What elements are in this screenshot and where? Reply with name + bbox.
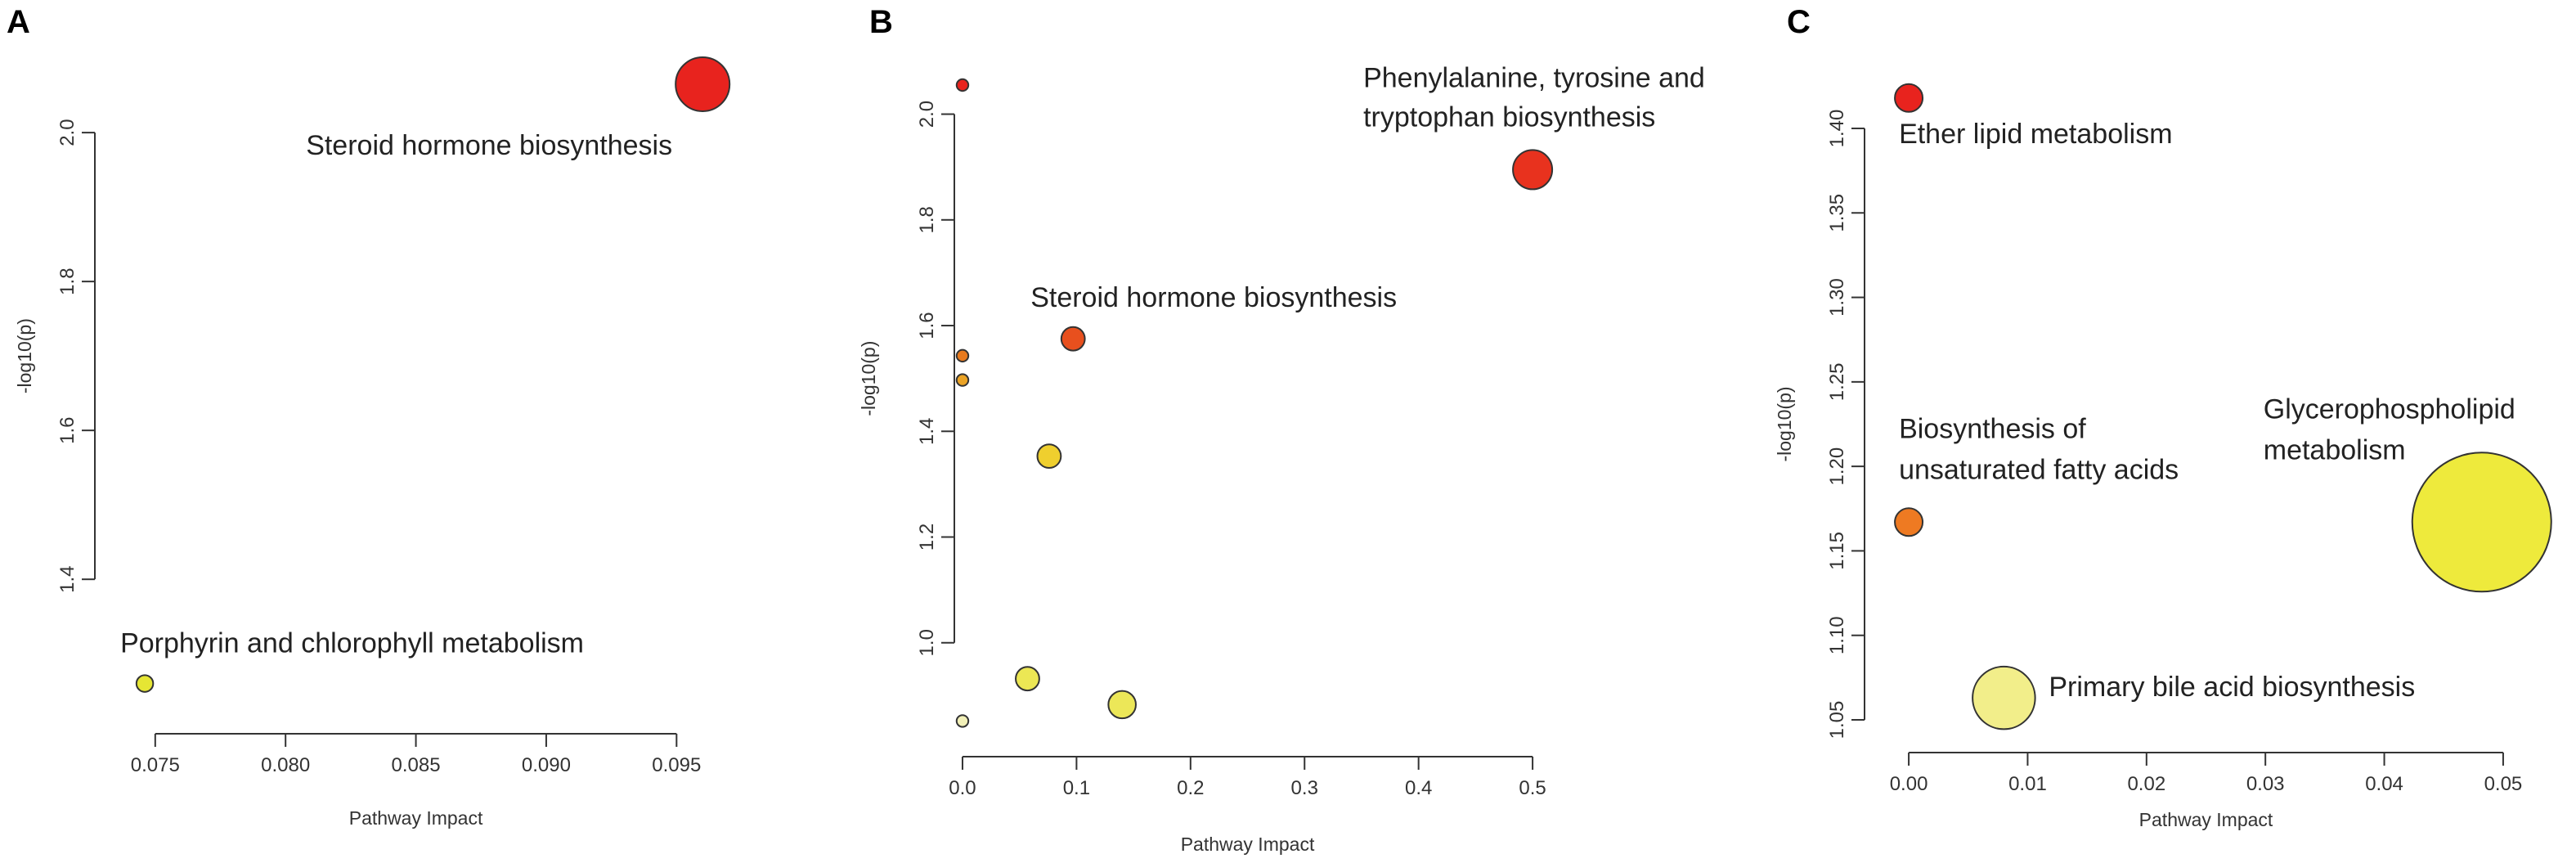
point-label: Ether lipid metabolism xyxy=(1899,119,2172,150)
y-tick-label: 1.25 xyxy=(1826,362,1848,401)
x-tick-label: 0.095 xyxy=(652,754,701,776)
y-tick-label: 2.0 xyxy=(56,119,79,146)
y-tick-label: 1.4 xyxy=(56,565,79,592)
x-tick-label: 0.2 xyxy=(1177,777,1204,799)
y-tick-label: 1.4 xyxy=(916,418,938,445)
data-point xyxy=(1036,443,1062,470)
point-label: tryptophan biosynthesis xyxy=(1363,101,1655,133)
point-label: metabolism xyxy=(2264,434,2406,465)
x-tick-label: 0.03 xyxy=(2246,773,2285,795)
x-tick-label: 0.02 xyxy=(2127,773,2165,795)
y-tick-label: 1.30 xyxy=(1826,278,1848,317)
data-point xyxy=(1894,83,1924,113)
y-tick-label: 1.15 xyxy=(1826,532,1848,570)
y-axis-title: -log10(p) xyxy=(14,318,35,393)
point-label: Glycerophospholipid xyxy=(2264,393,2515,425)
panel-label: C xyxy=(1787,4,1811,40)
x-axis-title: Pathway Impact xyxy=(1181,834,1315,855)
panel-c: C 1.05 1.10 1.15 1.20 1.25 1.30 1.35 1.40 0.00 0.0… xyxy=(1774,4,2552,830)
data-point xyxy=(135,674,155,693)
point-label: Steroid hormone biosynthesis xyxy=(1030,282,1397,313)
x-tick-label: 0.5 xyxy=(1519,777,1546,799)
x-tick-label: 0.0 xyxy=(949,777,976,799)
point-label: Porphyrin and chlorophyll metabolism xyxy=(120,628,584,659)
data-point xyxy=(1015,666,1040,692)
x-axis-title: Pathway Impact xyxy=(2139,809,2273,830)
data-point xyxy=(955,348,970,363)
point-label: Phenylalanine, tyrosine and xyxy=(1363,62,1705,93)
x-tick-label: 0.075 xyxy=(131,754,180,776)
x-tick-label: 0.085 xyxy=(392,754,441,776)
x-tick-label: 0.090 xyxy=(522,754,571,776)
point-label: Steroid hormone biosynthesis xyxy=(306,130,672,161)
data-point xyxy=(955,373,970,387)
panel-label: A xyxy=(7,4,30,40)
data-point xyxy=(675,56,731,112)
x-axis-title: Pathway Impact xyxy=(349,807,483,829)
y-tick-label: 1.6 xyxy=(56,416,79,443)
point-label: unsaturated fatty acids xyxy=(1899,454,2179,485)
data-point xyxy=(1107,690,1137,720)
data-point xyxy=(955,78,970,92)
point-label: Biosynthesis of xyxy=(1899,413,2086,444)
data-point xyxy=(2411,452,2552,593)
y-tick-label: 1.10 xyxy=(1826,616,1848,654)
y-tick-label: 1.6 xyxy=(916,312,938,339)
y-tick-label: 1.20 xyxy=(1826,447,1848,486)
y-tick-label: 1.2 xyxy=(916,524,938,551)
panel-b: B 1.0 1.2 1.4 1.6 1.8 2.0 0.0 0.1 0.2 0.3 0.4 0.5 Pat… xyxy=(858,4,1705,855)
x-tick-label: 0.080 xyxy=(261,754,310,776)
point-label: Primary bile acid biosynthesis xyxy=(2049,672,2415,703)
panel-label: B xyxy=(869,4,893,40)
data-point xyxy=(1060,326,1086,352)
data-point xyxy=(1972,665,2036,730)
y-tick-label: 1.35 xyxy=(1826,194,1848,232)
y-tick-label: 1.40 xyxy=(1826,110,1848,148)
y-axis-title: -log10(p) xyxy=(858,341,879,416)
x-tick-label: 0.1 xyxy=(1063,777,1090,799)
x-tick-label: 0.01 xyxy=(2008,773,2047,795)
x-tick-label: 0.05 xyxy=(2484,773,2523,795)
data-point xyxy=(1512,149,1554,191)
x-tick-label: 0.00 xyxy=(1890,773,1928,795)
y-tick-label: 1.0 xyxy=(916,629,938,656)
x-tick-label: 0.4 xyxy=(1405,777,1432,799)
y-tick-label: 1.8 xyxy=(916,206,938,233)
data-point xyxy=(1894,507,1924,537)
panel-a: A 1.4 1.6 1.8 2.0 0.075 0.080 0.085 0.090 0.095 Pa… xyxy=(7,4,731,829)
y-tick-label: 1.8 xyxy=(56,267,79,294)
x-tick-label: 0.04 xyxy=(2365,773,2403,795)
y-tick-label: 2.0 xyxy=(916,101,938,128)
y-axis-title: -log10(p) xyxy=(1774,386,1795,461)
x-tick-label: 0.3 xyxy=(1291,777,1318,799)
y-tick-label: 1.05 xyxy=(1826,701,1848,739)
data-point xyxy=(955,714,970,728)
